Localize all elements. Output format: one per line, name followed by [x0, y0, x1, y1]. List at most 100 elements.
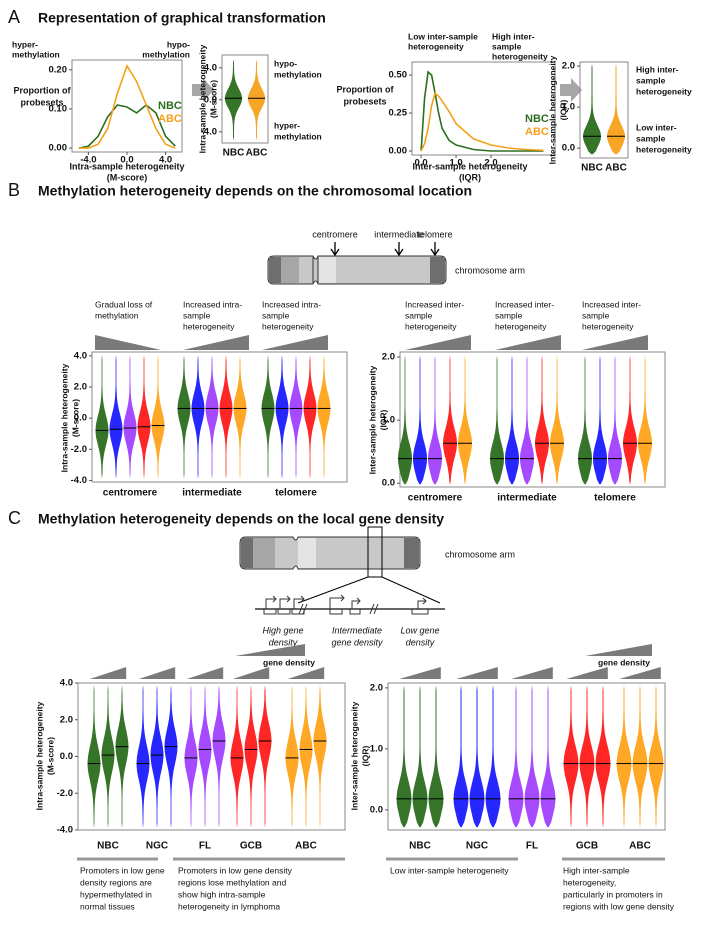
trend-triangle [89, 667, 127, 679]
violin [593, 356, 607, 485]
violin [623, 356, 637, 485]
group-note: normal tissues [80, 901, 135, 911]
plot-frame [387, 682, 666, 831]
y-axis-label: (M-score) [70, 399, 80, 437]
legend-label: ABC [158, 113, 182, 125]
header-note: sample [492, 41, 522, 51]
group-note: regions lose methylation and [178, 877, 286, 887]
plot-frame [91, 351, 348, 483]
trend-triangle [183, 335, 249, 350]
group-label: intermediate [497, 493, 557, 504]
violin [150, 685, 164, 828]
violin [212, 685, 226, 828]
violin [317, 355, 331, 479]
legend-label: NBC [525, 113, 549, 125]
violin [616, 685, 632, 828]
group-note: heterogeneity, [563, 877, 616, 887]
violin [508, 685, 524, 828]
violin [191, 355, 205, 479]
trend-triangle [235, 644, 305, 656]
side-note: sample [636, 75, 666, 85]
trend-triangle [287, 667, 325, 679]
location-label: intermediate [374, 229, 424, 239]
y-tick-label: 2.0 [382, 352, 395, 363]
trend-triangle [456, 667, 498, 679]
violin [412, 685, 428, 828]
x-tick-label: 0.0 [120, 155, 133, 166]
violin [638, 356, 652, 485]
x-tick-label: 2.0 [484, 158, 497, 169]
trend-triangle [262, 335, 328, 350]
violin [578, 356, 592, 485]
y-tick-label: 0.0 [562, 143, 575, 154]
location-label: centromere [312, 229, 358, 239]
y-axis-label: Proportion of [337, 84, 395, 94]
header-note: methylation [142, 49, 190, 59]
group-label: telomere [275, 488, 317, 499]
violin [275, 355, 289, 479]
trend-note: sample [183, 310, 211, 320]
y-tick-label: 4.0 [74, 350, 87, 361]
panel-title: Methylation heterogeneity depends on the… [38, 511, 444, 527]
trend-note: sample [495, 310, 523, 320]
group-label: ABC [629, 841, 651, 852]
trend-triangle [582, 335, 648, 350]
density-line [420, 91, 544, 152]
chromosome-diagram [267, 242, 447, 285]
violin [313, 685, 327, 828]
trend-note: Increased inter- [495, 299, 554, 309]
trend-note: sample [405, 310, 433, 320]
violin [535, 356, 549, 485]
trend-note: heterogeneity [582, 321, 634, 331]
y-tick-label: 2.0 [60, 714, 73, 725]
violin [428, 685, 444, 828]
trend-triangle [186, 667, 224, 679]
violin [469, 685, 485, 828]
side-note: hypo- [274, 58, 297, 68]
header-note: heterogeneity [408, 41, 464, 51]
trend-triangle [585, 644, 652, 656]
y-tick-label: 4.0 [204, 62, 217, 73]
side-note: High inter- [636, 64, 679, 74]
panel-label: A [8, 7, 20, 27]
header-note: methylation [12, 49, 60, 59]
violin [490, 356, 504, 485]
violin [579, 685, 595, 828]
location-label: telomere [417, 229, 452, 239]
group-label: NGC [466, 841, 488, 852]
x-tick-label: NBC [581, 163, 603, 174]
side-note: sample [636, 133, 666, 143]
group-label: NBC [97, 841, 119, 852]
group-label: NGC [146, 841, 168, 852]
density-label: density [269, 637, 298, 647]
group-label: GCB [240, 841, 262, 852]
panel-label: C [8, 508, 21, 528]
violin [95, 355, 109, 479]
x-tick-label: 4.0 [159, 155, 172, 166]
group-note: hypermethylated in [80, 889, 152, 899]
y-tick-label: 2.0 [74, 382, 87, 393]
density-label: High gene [262, 625, 303, 635]
violin [299, 685, 313, 828]
violin [520, 356, 534, 485]
trend-note: sample [582, 310, 610, 320]
y-axis-label: (IQR) [378, 409, 388, 430]
y-axis-label: (M-score) [45, 737, 55, 775]
legend-label: ABC [525, 126, 549, 138]
x-tick-label: 0.0 [414, 158, 427, 169]
trend-note: heterogeneity [183, 321, 235, 331]
side-note: hyper- [274, 120, 300, 130]
y-tick-label: -2.0 [71, 444, 87, 455]
violin [233, 355, 247, 479]
trend-triangle [138, 667, 176, 679]
transform-arrow [560, 78, 582, 102]
violin [396, 685, 412, 828]
plot-frame [399, 351, 666, 488]
violin [115, 685, 129, 828]
y-axis-label: probesets [20, 97, 63, 107]
header-note: hypo- [167, 39, 190, 49]
y-tick-label: 0.0 [382, 478, 395, 489]
density-line [420, 70, 544, 152]
header-note: Low inter-sample [408, 31, 478, 41]
gene-density-label: gene density [598, 657, 650, 667]
